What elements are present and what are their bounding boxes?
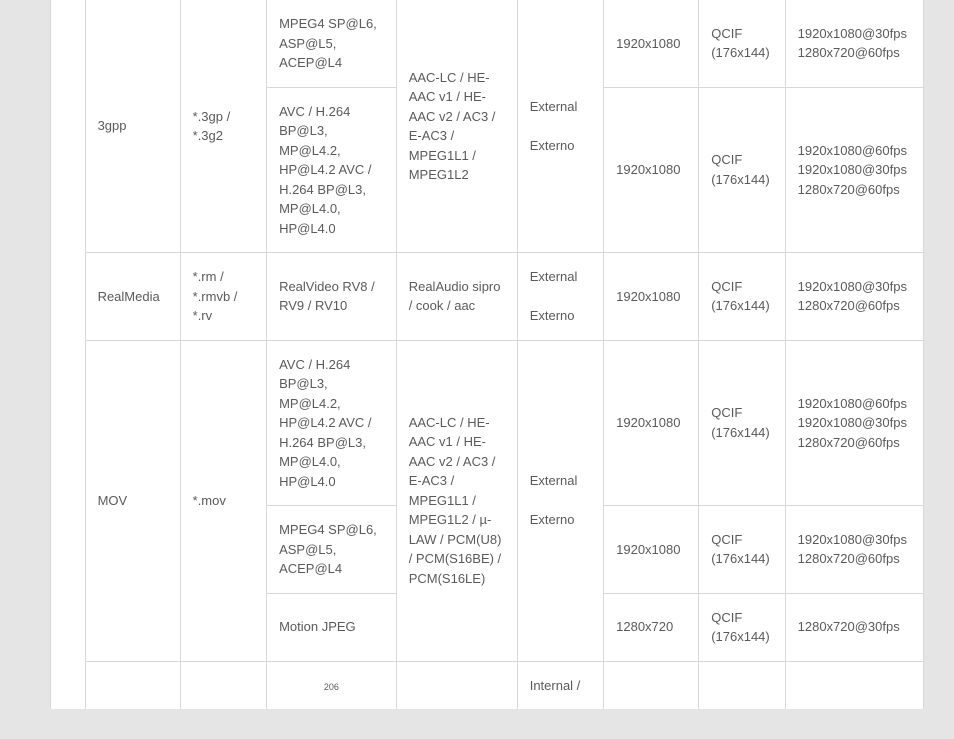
acodec-cell: RealAudio sipro / cook / aac [396,253,517,341]
vcodec-cell: AVC / H.264 BP@L3, MP@L4.2, HP@L4.2 AVC … [267,87,397,253]
blank-cell [51,0,86,709]
maxres-cell: 1280x720 [604,593,699,661]
vcodec-cell: 206 [267,661,397,709]
page-container: 3gpp *.3gp / *.3g2 MPEG4 SP@L6, ASP@L5, … [0,0,954,739]
fps-cell: 1920x1080@60fps 1920x1080@30fps 1280x720… [785,340,923,506]
vcodec-cell: RealVideo RV8 / RV9 / RV10 [267,253,397,341]
maxres-cell: 1920x1080 [604,506,699,594]
fps-cell: 1920x1080@30fps 1280x720@60fps [785,253,923,341]
minres-cell: QCIF (176x144) [699,87,785,253]
container-cell: 3gpp [85,0,180,253]
table-row: MOV *.mov AVC / H.264 BP@L3, MP@L4.2, HP… [51,340,924,506]
minres-cell: QCIF (176x144) [699,253,785,341]
container-cell: RealMedia [85,253,180,341]
extension-cell: *.3gp / *.3g2 [180,0,266,253]
subtitle-cell: External Externo [517,340,603,661]
container-cell: MOV [85,340,180,661]
fps-cell: 1920x1080@30fps 1280x720@60fps [785,506,923,594]
maxres-cell: 1920x1080 [604,253,699,341]
extension-cell: *.rm / *.rmvb / *.rv [180,253,266,341]
page-number-label: 206 [324,682,339,692]
acodec-cell: AAC-LC / HE-AAC v1 / HE-AAC v2 / AC3 / E… [396,0,517,253]
minres-cell: QCIF (176x144) [699,506,785,594]
extension-cell: *.mov [180,340,266,661]
table-row: 3gpp *.3gp / *.3g2 MPEG4 SP@L6, ASP@L5, … [51,0,924,87]
vcodec-cell: AVC / H.264 BP@L3, MP@L4.2, HP@L4.2 AVC … [267,340,397,506]
minres-cell: QCIF (176x144) [699,593,785,661]
maxres-cell: 1920x1080 [604,87,699,253]
codec-support-table: 3gpp *.3gp / *.3g2 MPEG4 SP@L6, ASP@L5, … [50,0,924,709]
vcodec-cell: MPEG4 SP@L6, ASP@L5, ACEP@L4 [267,0,397,87]
maxres-cell: 1920x1080 [604,0,699,87]
subtitle-cell: Internal / [517,661,603,709]
vcodec-cell: MPEG4 SP@L6, ASP@L5, ACEP@L4 [267,506,397,594]
container-cell [85,661,180,709]
fps-cell: 1280x720@30fps [785,593,923,661]
table-row: RealMedia *.rm / *.rmvb / *.rv RealVideo… [51,253,924,341]
vcodec-cell: Motion JPEG [267,593,397,661]
minres-cell [699,661,785,709]
table-row: 206 Internal / [51,661,924,709]
fps-cell [785,661,923,709]
acodec-cell [396,661,517,709]
maxres-cell: 1920x1080 [604,340,699,506]
extension-cell [180,661,266,709]
maxres-cell [604,661,699,709]
acodec-cell: AAC-LC / HE-AAC v1 / HE-AAC v2 / AC3 / E… [396,340,517,661]
minres-cell: QCIF (176x144) [699,0,785,87]
fps-cell: 1920x1080@30fps 1280x720@60fps [785,0,923,87]
minres-cell: QCIF (176x144) [699,340,785,506]
subtitle-cell: External Externo [517,0,603,253]
subtitle-cell: External Externo [517,253,603,341]
fps-cell: 1920x1080@60fps 1920x1080@30fps 1280x720… [785,87,923,253]
